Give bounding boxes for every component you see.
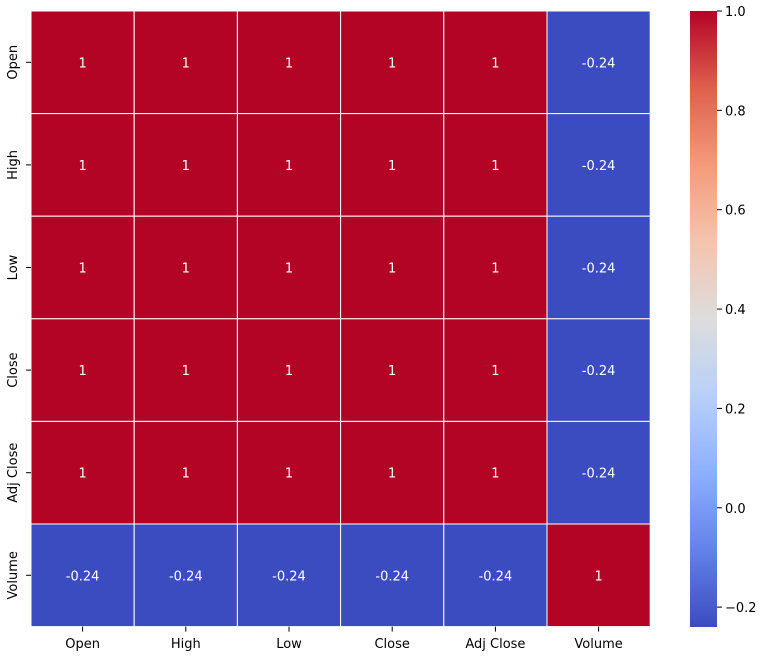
x-tick-label: Close bbox=[374, 637, 409, 652]
heatmap-cell bbox=[443, 420, 548, 525]
x-axis: Open High Low Close Adj Close Volume bbox=[65, 626, 623, 652]
cell-value-label: 1 bbox=[388, 364, 396, 379]
heatmap-cell bbox=[133, 10, 238, 115]
heatmap-cell bbox=[133, 113, 238, 217]
colorbar: 1.0 0.8 0.6 0.4 0.2 0.0 −0.2 bbox=[690, 5, 757, 627]
cell-value-label: 1 bbox=[388, 467, 396, 482]
cell-value-label: 1 bbox=[285, 262, 293, 277]
heatmap-cell bbox=[443, 10, 548, 115]
y-tick-label: Adj Close bbox=[6, 443, 21, 503]
cell-value-label: 1 bbox=[182, 364, 190, 379]
cell-value-label: 1 bbox=[388, 159, 396, 174]
heatmap-cell bbox=[443, 215, 548, 320]
cell-value-label: 1 bbox=[285, 364, 293, 379]
cell-value-label: 1 bbox=[285, 159, 293, 174]
y-tick-label: Low bbox=[6, 254, 21, 280]
colorbar-tick-label: 1.0 bbox=[725, 5, 746, 20]
colorbar-tick-label: 0.2 bbox=[725, 402, 746, 417]
cell-value-label: 1 bbox=[78, 467, 86, 482]
cell-value-label: 1 bbox=[285, 56, 293, 71]
cell-value-label: 1 bbox=[491, 364, 499, 379]
heatmap-cell bbox=[340, 318, 445, 422]
cell-value-label: -0.24 bbox=[66, 569, 100, 584]
colorbar-tick-label: 0.0 bbox=[725, 502, 746, 517]
heatmap-cell bbox=[546, 420, 651, 525]
y-tick-label: Close bbox=[6, 352, 21, 387]
heatmap-cell bbox=[236, 318, 342, 422]
cell-value-label: 1 bbox=[388, 56, 396, 71]
x-tick-label: Low bbox=[276, 637, 302, 652]
x-tick-label: High bbox=[171, 637, 201, 652]
heatmap-cell bbox=[546, 318, 651, 422]
colorbar-tick-label: −0.2 bbox=[725, 601, 757, 616]
heatmap-cell bbox=[340, 420, 445, 525]
heatmap-cell bbox=[443, 318, 548, 422]
heatmap-cell bbox=[546, 113, 651, 217]
colorbar-tick-label: 0.8 bbox=[725, 104, 746, 119]
heatmap-cell bbox=[30, 318, 135, 422]
cell-value-label: -0.24 bbox=[582, 56, 616, 71]
cell-value-label: 1 bbox=[78, 262, 86, 277]
cell-value-label: 1 bbox=[491, 159, 499, 174]
y-tick-label: Volume bbox=[6, 551, 21, 599]
heatmap-cell bbox=[340, 10, 445, 115]
cell-value-label: 1 bbox=[78, 159, 86, 174]
heatmap-cell bbox=[236, 420, 342, 525]
x-tick-label: Volume bbox=[574, 637, 622, 652]
heatmap-cells bbox=[30, 10, 651, 628]
heatmap-cell bbox=[236, 215, 342, 320]
heatmap-cell bbox=[546, 523, 651, 628]
cell-value-label: -0.24 bbox=[169, 569, 203, 584]
y-tick-label: High bbox=[6, 150, 21, 180]
cell-value-label: 1 bbox=[285, 467, 293, 482]
cell-value-label: 1 bbox=[491, 467, 499, 482]
cell-value-label: 1 bbox=[388, 262, 396, 277]
heatmap-cell bbox=[340, 113, 445, 217]
cell-value-label: -0.24 bbox=[582, 364, 616, 379]
cell-value-label: 1 bbox=[182, 262, 190, 277]
heatmap-cell bbox=[340, 215, 445, 320]
heatmap-annotations: 1 1 1 1 1 -0.24 1 1 1 1 1 -0.24 1 1 1 1 1 -0.24 1 1 1 1 1 -0.24… bbox=[66, 56, 616, 584]
cell-value-label: 1 bbox=[78, 56, 86, 71]
cell-value-label: -0.24 bbox=[272, 569, 306, 584]
heatmap-cell bbox=[30, 215, 135, 320]
heatmap-cell bbox=[443, 523, 548, 628]
cell-value-label: -0.24 bbox=[375, 569, 409, 584]
cell-value-label: -0.24 bbox=[582, 467, 616, 482]
cell-value-label: 1 bbox=[182, 159, 190, 174]
heatmap-cell bbox=[546, 215, 651, 320]
y-axis: Open High Low Close Adj Close Volume bbox=[6, 45, 31, 599]
cell-value-label: -0.24 bbox=[479, 569, 513, 584]
heatmap-cell bbox=[133, 215, 238, 320]
cell-value-label: 1 bbox=[182, 56, 190, 71]
x-tick-label: Open bbox=[65, 637, 100, 652]
colorbar-gradient bbox=[690, 11, 717, 627]
colorbar-tick-label: 0.6 bbox=[725, 204, 746, 219]
cell-value-label: 1 bbox=[182, 467, 190, 482]
heatmap-cell bbox=[236, 10, 342, 115]
heatmap-cell bbox=[133, 318, 238, 422]
heatmap-cell bbox=[30, 523, 135, 628]
y-tick-label: Open bbox=[6, 45, 21, 80]
heatmap-cell bbox=[546, 10, 651, 115]
colorbar-tick-label: 0.4 bbox=[725, 303, 746, 318]
heatmap-cell bbox=[30, 10, 135, 115]
cell-value-label: -0.24 bbox=[582, 159, 616, 174]
cell-value-label: 1 bbox=[491, 262, 499, 277]
cell-value-label: 1 bbox=[491, 56, 499, 71]
cell-value-label: -0.24 bbox=[582, 262, 616, 277]
cell-value-label: 1 bbox=[594, 569, 602, 584]
cell-value-label: 1 bbox=[78, 364, 86, 379]
heatmap-cell bbox=[30, 420, 135, 525]
x-tick-label: Adj Close bbox=[465, 637, 525, 652]
